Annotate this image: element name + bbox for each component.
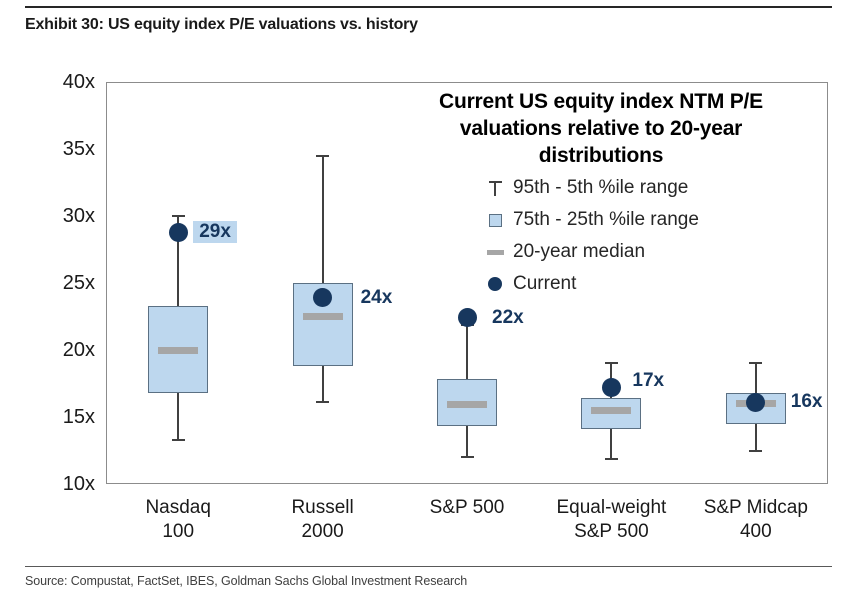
whisker-cap [171, 438, 185, 441]
whisker-stem [321, 155, 324, 403]
legend: 95th - 5th %ile range 75th - 25th %ile r… [486, 172, 699, 300]
y-axis-tick-label: 40x [62, 71, 95, 93]
legend-item-median: 20-year median [486, 236, 699, 268]
legend-item-box-range: 75th - 25th %ile range [486, 204, 699, 236]
whisker-range-icon [486, 180, 504, 196]
whisker-cap [316, 401, 330, 404]
current-dot [746, 392, 766, 412]
legend-label: 95th - 5th %ile range [513, 177, 689, 198]
legend-label: 20-year median [513, 241, 646, 262]
legend-item-whisker-range: 95th - 5th %ile range [486, 172, 699, 204]
whisker-cap [604, 362, 618, 365]
median-bar [447, 401, 487, 409]
median-dash-icon [486, 249, 504, 255]
category-label: S&P 500 [429, 497, 505, 518]
legend-item-current: Current [486, 268, 699, 300]
category-label: Nasdaq 100 [145, 497, 211, 542]
box-range-icon [486, 213, 504, 227]
y-axis-tick-label: 10x [62, 473, 95, 495]
median-bar [158, 346, 199, 354]
current-dot-icon [486, 277, 504, 291]
whisker-cap [316, 154, 330, 157]
category-label: Equal-weight S&P 500 [556, 497, 667, 542]
current-dot [457, 308, 477, 328]
current-value-label: 16x [790, 391, 823, 413]
whisker-cap [460, 456, 474, 459]
legend-label: Current [513, 273, 577, 294]
exhibit-title: Exhibit 30: US equity index P/E valuatio… [25, 16, 418, 33]
legend-label: 75th - 25th %ile range [513, 209, 699, 230]
chart-title: Current US equity index NTM P/E valuatio… [438, 90, 763, 167]
category-label: Russell 2000 [291, 497, 354, 542]
bottom-rule [25, 566, 832, 567]
current-value-label: 29x [193, 221, 237, 244]
whisker-cap [604, 457, 618, 460]
y-axis-tick-label: 35x [62, 138, 95, 160]
y-axis-tick-label: 25x [62, 272, 95, 294]
current-dot [313, 288, 333, 308]
current-value-label: 22x [492, 306, 524, 328]
category-label: S&P Midcap 400 [703, 497, 808, 542]
median-bar [591, 406, 632, 414]
whisker-cap [171, 215, 185, 217]
whisker-cap [749, 362, 763, 365]
current-dot [601, 378, 621, 398]
source-attribution: Source: Compustat, FactSet, IBES, Goldma… [25, 574, 468, 588]
whisker-cap [749, 449, 763, 452]
current-value-label: 17x [632, 369, 665, 391]
y-axis-tick-label: 30x [62, 205, 95, 227]
y-axis-tick-label: 15x [62, 406, 95, 428]
current-value-label: 24x [360, 286, 393, 308]
top-rule [25, 6, 832, 8]
y-axis-tick-label: 20x [62, 339, 95, 361]
median-bar [302, 313, 343, 320]
current-dot [168, 222, 188, 242]
